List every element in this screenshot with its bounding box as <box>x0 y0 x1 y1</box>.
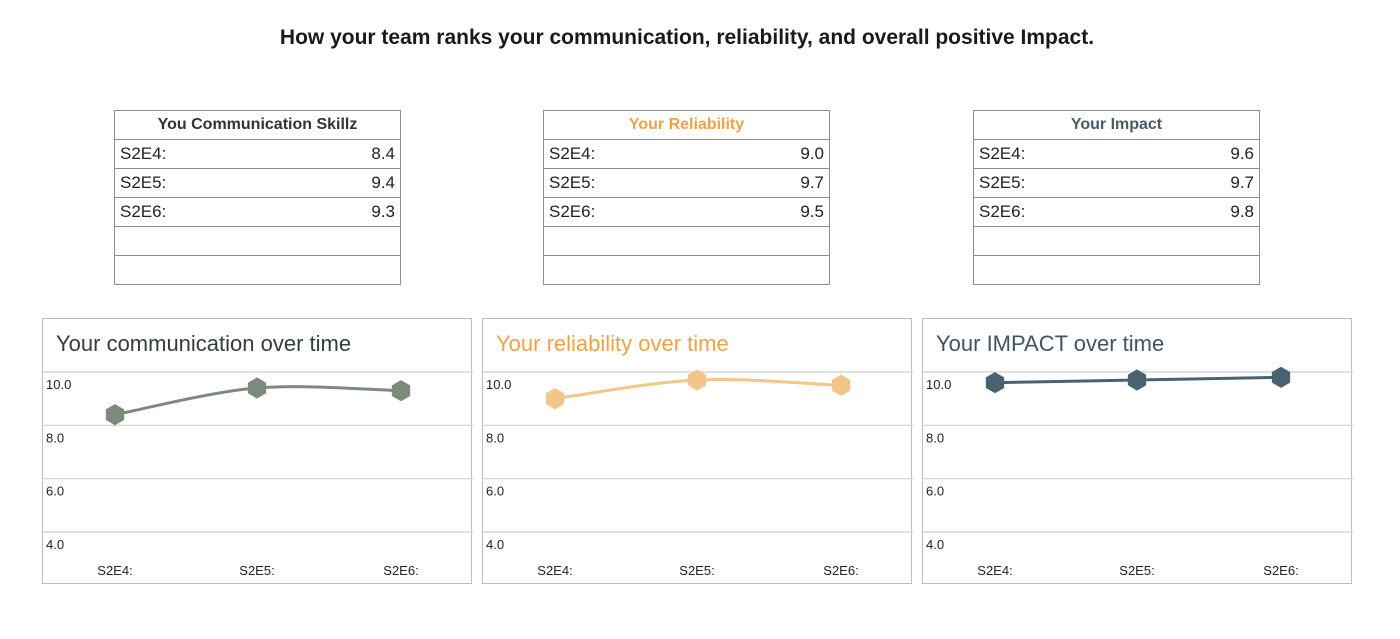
x-tick-label: S2E5: <box>679 563 714 578</box>
y-tick-label: 10.0 <box>486 377 511 392</box>
data-point <box>1127 369 1147 391</box>
reliability-chart-svg: 10.0 8.0 6.0 4.0 S2E4: S2E5: S2E6: <box>483 369 913 578</box>
table-row: S2E6: 9.5 <box>543 197 831 227</box>
row-label: S2E4: <box>973 139 1153 169</box>
y-tick-label: 6.0 <box>486 484 504 499</box>
chart-title: Your IMPACT over time <box>936 331 1165 356</box>
communication-table: You Communication Skillz S2E4: 8.4 S2E5: 9… <box>114 110 402 285</box>
y-tick-label: 8.0 <box>926 430 944 445</box>
x-tick-label: S2E4: <box>97 563 132 578</box>
y-tick-label: 4.0 <box>926 537 944 552</box>
table-row-empty <box>973 255 1260 285</box>
y-tick-label: 8.0 <box>46 430 64 445</box>
table-row: S2E6: 9.8 <box>973 197 1261 227</box>
chart-title: Your reliability over time <box>496 331 729 356</box>
data-point <box>1271 366 1291 388</box>
x-tick-label: S2E5: <box>239 563 274 578</box>
table-row: S2E6: 9.3 <box>114 197 402 227</box>
x-tick-label: S2E6: <box>383 563 418 578</box>
y-tick-label: 8.0 <box>486 430 504 445</box>
row-label: S2E6: <box>543 197 723 227</box>
table-row: S2E4: 9.0 <box>543 139 831 169</box>
row-label: S2E6: <box>114 197 294 227</box>
table-row-empty <box>543 255 830 285</box>
row-value: 9.3 <box>293 197 402 227</box>
row-value: 9.7 <box>722 168 831 198</box>
table-row: S2E5: 9.7 <box>973 168 1261 198</box>
communication-chart: Your communication over time 10.0 8.0 6.0 4… <box>42 318 473 584</box>
row-label: S2E5: <box>114 168 294 198</box>
row-label: S2E6: <box>973 197 1153 227</box>
data-point <box>105 404 125 426</box>
impact-chart: Your IMPACT over time 10.0 8.0 6.0 4.0 S2E4:… <box>922 318 1353 584</box>
row-value: 9.5 <box>722 197 831 227</box>
row-value: 8.4 <box>293 139 402 169</box>
x-tick-label: S2E5: <box>1119 563 1154 578</box>
table-row-empty <box>543 226 830 256</box>
table-row: S2E4: 8.4 <box>114 139 402 169</box>
row-value: 9.0 <box>722 139 831 169</box>
reliability-chart: Your reliability over time 10.0 8.0 6.0 4.0… <box>482 318 913 584</box>
reliability-table: Your Reliability S2E4: 9.0 S2E5: 9.7 S2E6:… <box>543 110 831 285</box>
y-tick-label: 4.0 <box>486 537 504 552</box>
row-label: S2E5: <box>543 168 723 198</box>
communication-chart-svg: 10.0 8.0 6.0 4.0 S2E4: S2E5: S2E6: <box>43 371 473 578</box>
table-title: Your Reliability <box>543 110 830 140</box>
row-value: 9.4 <box>293 168 402 198</box>
row-label: S2E5: <box>973 168 1153 198</box>
y-tick-label: 6.0 <box>46 484 64 499</box>
chart-title: Your communication over time <box>56 331 352 356</box>
table-row-empty <box>973 226 1260 256</box>
row-value: 9.8 <box>1152 197 1261 227</box>
y-tick-label: 10.0 <box>926 377 951 392</box>
table-row: S2E5: 9.4 <box>114 168 402 198</box>
row-value: 9.7 <box>1152 168 1261 198</box>
page-title: How your team ranks your communication, … <box>279 26 1095 49</box>
row-label: S2E4: <box>114 139 294 169</box>
x-tick-label: S2E6: <box>823 563 858 578</box>
data-point <box>831 374 851 396</box>
table-row: S2E5: 9.7 <box>543 168 831 198</box>
data-point <box>391 380 411 402</box>
row-value: 9.6 <box>1152 139 1261 169</box>
data-point <box>985 372 1005 394</box>
impact-table: Your Impact S2E4: 9.6 S2E5: 9.7 S2E6: 9.8 <box>973 110 1261 285</box>
x-tick-label: S2E4: <box>537 563 572 578</box>
table-row-empty <box>114 255 401 285</box>
y-tick-label: 10.0 <box>46 377 71 392</box>
x-tick-label: S2E6: <box>1263 563 1298 578</box>
x-tick-label: S2E4: <box>977 563 1012 578</box>
data-point <box>247 377 267 399</box>
data-point <box>545 388 565 410</box>
y-tick-label: 4.0 <box>46 537 64 552</box>
table-title: Your Impact <box>973 110 1260 140</box>
impact-chart-svg: 10.0 8.0 6.0 4.0 S2E4: S2E5: S2E6: <box>923 366 1353 578</box>
table-title: You Communication Skillz <box>114 110 401 140</box>
row-label: S2E4: <box>543 139 723 169</box>
y-tick-label: 6.0 <box>926 484 944 499</box>
table-row: S2E4: 9.6 <box>973 139 1261 169</box>
table-row-empty <box>114 226 401 256</box>
data-point <box>687 369 707 391</box>
